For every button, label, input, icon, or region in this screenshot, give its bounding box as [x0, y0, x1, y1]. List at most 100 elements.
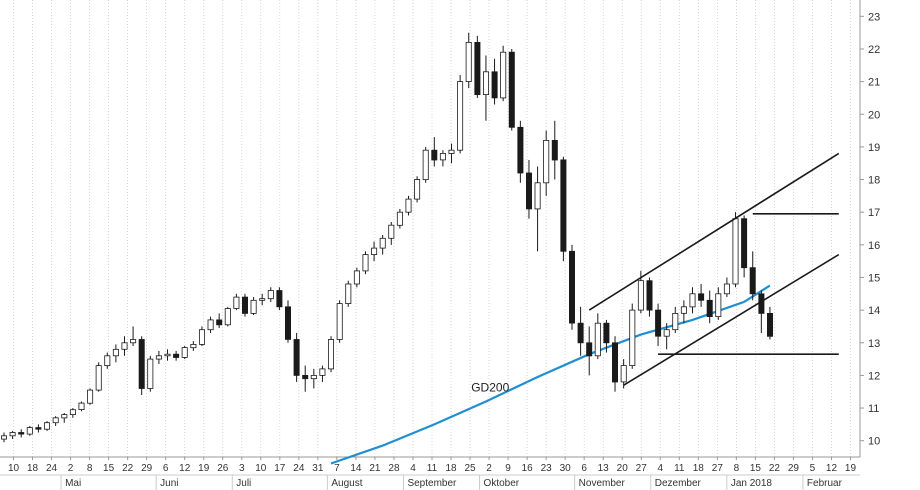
candle-up: [121, 342, 128, 350]
candle-up: [9, 432, 16, 437]
x-day-label: 8: [87, 463, 93, 474]
candle-down: [526, 172, 533, 210]
candle-up: [87, 389, 94, 404]
x-day-label: 15: [103, 463, 115, 474]
y-tick-label: 17: [868, 207, 880, 219]
candle-down: [508, 51, 515, 128]
candle-up: [181, 347, 188, 358]
x-day-label: 4: [657, 463, 663, 474]
x-day-label: 12: [826, 463, 838, 474]
candle-up: [396, 211, 403, 226]
candle-down: [655, 309, 662, 337]
x-day-label: 11: [674, 463, 685, 474]
x-day-label: 13: [598, 463, 610, 474]
candle-up: [69, 409, 76, 416]
candle-up: [379, 237, 386, 249]
x-month-label: November: [579, 478, 626, 489]
x-day-label: 10: [8, 463, 20, 474]
candle-up: [629, 309, 636, 367]
x-day-label: 29: [141, 463, 153, 474]
candle-down: [577, 322, 584, 344]
candle-up: [164, 353, 171, 357]
candle-up: [422, 149, 429, 180]
candle-down: [646, 280, 653, 311]
x-month-label: September: [407, 478, 457, 489]
candle-up: [715, 293, 722, 317]
x-month-label: Juni: [160, 478, 178, 489]
candle-down: [698, 293, 705, 301]
candle-up: [594, 322, 601, 357]
candle-up: [732, 218, 739, 285]
candle-up: [224, 308, 231, 326]
candle-down: [431, 149, 438, 161]
candlestick-series: [0, 32, 774, 443]
candle-up: [104, 355, 111, 366]
candle-down: [586, 342, 593, 357]
x-day-label: 30: [560, 463, 572, 474]
x-day-label: 23: [541, 463, 553, 474]
x-day-label: 14: [350, 463, 362, 474]
candle-up: [319, 368, 326, 376]
x-day-label: 24: [293, 463, 305, 474]
x-axis: 10 18 24 2 8 15 22 29 6 12 19 26 3 10 17 24 31 7 14 21 28 4 11…: [0, 457, 860, 490]
y-tick-label: 12: [868, 370, 880, 382]
x-day-label: 27: [712, 463, 724, 474]
x-day-label: 15: [750, 463, 762, 474]
candle-down: [741, 218, 748, 269]
x-day-label: 19: [845, 463, 857, 474]
x-day-label: 10: [255, 463, 267, 474]
candle-down: [706, 299, 713, 317]
x-day-label: 18: [693, 463, 705, 474]
candle-up: [672, 312, 679, 331]
candle-up: [233, 296, 240, 309]
candle-up: [353, 270, 360, 285]
candle-up: [112, 348, 119, 357]
candle-up: [130, 339, 137, 344]
candle-up: [78, 402, 85, 411]
y-axis: 10 11 12 13 14 15 16 17 18 19 20 21 22 23: [860, 11, 880, 448]
x-day-label: 9: [505, 463, 511, 474]
candle-up: [207, 319, 214, 331]
candle-up: [371, 247, 378, 256]
x-day-label: 22: [769, 463, 781, 474]
candle-up: [680, 306, 687, 314]
candle-up: [44, 422, 51, 430]
x-month-label: Oktober: [484, 478, 520, 489]
x-day-label: 2: [486, 463, 492, 474]
x-day-label: 27: [636, 463, 648, 474]
candle-up: [327, 339, 334, 370]
x-day-label: 3: [239, 463, 245, 474]
x-day-label: 24: [46, 463, 58, 474]
candle-up: [439, 152, 446, 161]
candle-down: [491, 71, 498, 99]
x-day-label: 2: [68, 463, 74, 474]
candle-up: [543, 139, 550, 184]
chart-annotations: GD200: [471, 381, 509, 395]
candle-up: [336, 303, 343, 340]
candle-down: [284, 306, 291, 340]
channel-line: [588, 152, 840, 311]
candle-down: [612, 342, 619, 383]
candle-down: [551, 139, 558, 161]
candle-up: [500, 51, 507, 99]
x-month-label: Dezember: [655, 478, 702, 489]
x-day-label: 4: [410, 463, 416, 474]
candle-up: [457, 81, 464, 151]
candle-up: [388, 224, 395, 239]
candle-up: [259, 298, 266, 301]
candle-down: [474, 42, 481, 96]
x-month-label: Juli: [236, 478, 251, 489]
candle-down: [241, 296, 248, 314]
x-day-label: 29: [788, 463, 800, 474]
candle-up: [267, 290, 274, 300]
x-day-label: 17: [274, 463, 286, 474]
candle-down: [173, 353, 180, 358]
candle-down: [302, 374, 309, 380]
y-tick-label: 19: [868, 142, 880, 154]
x-day-label: 25: [464, 463, 476, 474]
candle-up: [310, 374, 317, 380]
y-tick-label: 14: [868, 305, 880, 317]
candle-up: [147, 358, 154, 389]
